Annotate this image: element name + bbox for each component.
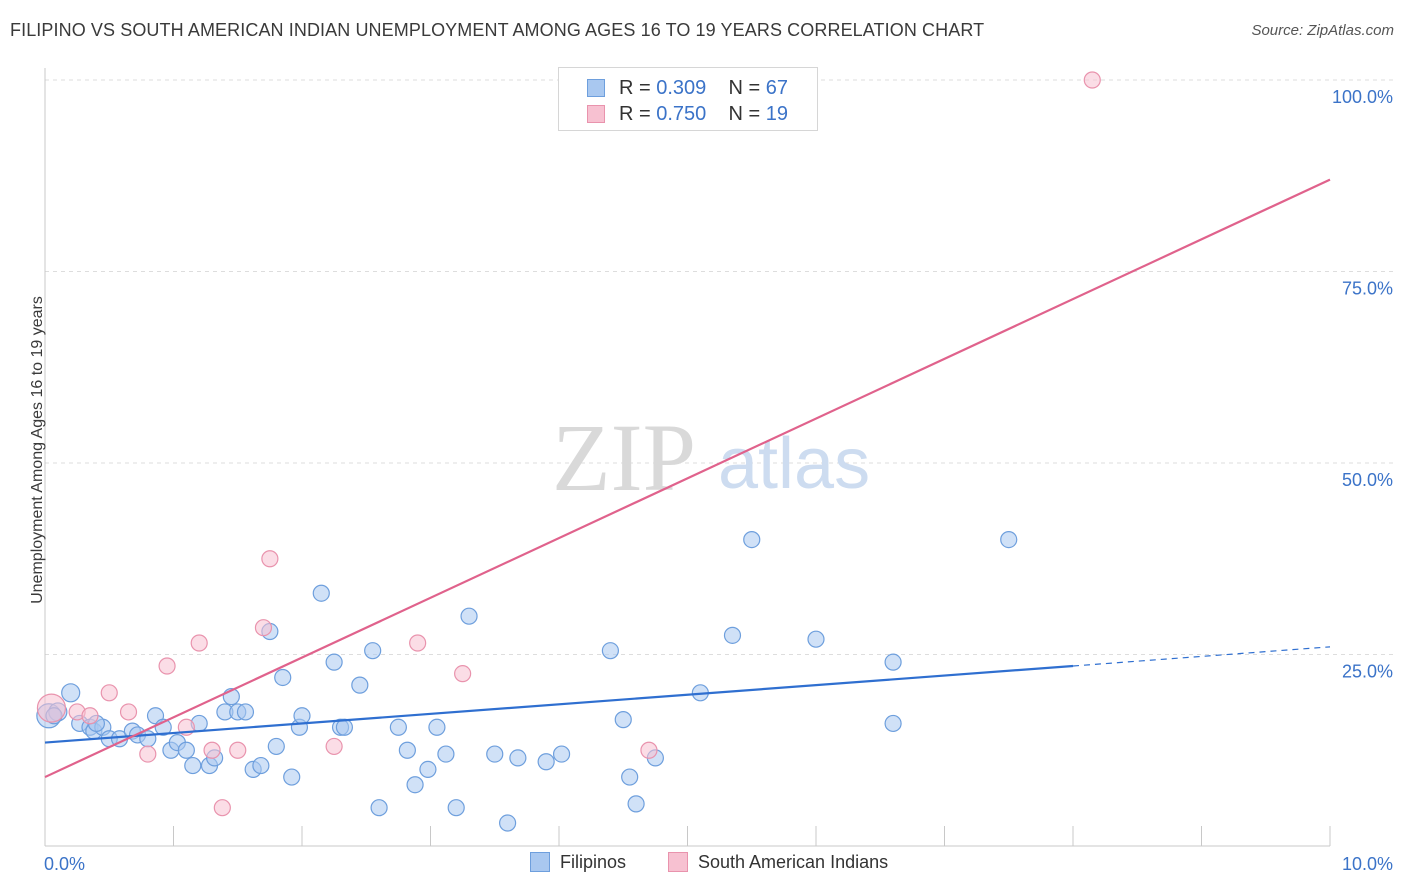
- stats-legend: R = 0.309 N = 67 R = 0.750 N = 19: [558, 67, 818, 131]
- data-point: [81, 707, 99, 725]
- data-point: [884, 653, 902, 671]
- data-point: [1083, 71, 1101, 89]
- data-point: [177, 741, 195, 759]
- bottom-legend-south-american-indians: South American Indians: [668, 852, 888, 873]
- bottom-legend-swatch-blue: [530, 852, 550, 872]
- data-point: [409, 634, 427, 652]
- data-point: [419, 760, 437, 779]
- watermark-atlas: atlas: [718, 424, 870, 504]
- data-point: [370, 799, 388, 817]
- data-point: [398, 741, 416, 759]
- data-point: [61, 683, 81, 703]
- legend-swatch-blue: [587, 79, 605, 97]
- legend-r-value: 0.750: [656, 103, 707, 125]
- bottom-legend-filipinos: Filipinos: [530, 852, 626, 873]
- data-point: [743, 530, 761, 549]
- data-point: [486, 745, 504, 763]
- data-point: [190, 634, 208, 652]
- data-point: [252, 756, 270, 775]
- bottom-legend-label-south-american-indians: South American Indians: [698, 852, 889, 872]
- data-point: [509, 749, 527, 767]
- data-point: [614, 711, 632, 729]
- data-point: [100, 684, 118, 702]
- data-point: [640, 741, 658, 759]
- trend-line-filipinos: [44, 664, 1074, 744]
- legend-swatch-pink: [587, 105, 605, 123]
- data-point: [293, 707, 311, 725]
- data-point: [36, 693, 67, 723]
- data-point: [158, 657, 176, 675]
- source-label: Source: ZipAtlas.com: [1251, 22, 1394, 39]
- data-point: [236, 703, 255, 721]
- legend-n-value: 67: [765, 77, 789, 99]
- data-point: [723, 626, 742, 644]
- data-point: [184, 756, 202, 775]
- y-tick-label: 50.0%: [1342, 470, 1393, 490]
- data-point: [552, 745, 571, 763]
- data-point: [325, 653, 343, 671]
- x-tick-label-max: 10.0%: [1342, 854, 1393, 874]
- legend-n-label: N =: [728, 77, 766, 99]
- data-point: [139, 745, 157, 763]
- grid-lines: [45, 79, 1395, 655]
- tick-labels: 25.0% 50.0% 75.0% 100.0% 0.0% 10.0%: [44, 87, 1393, 874]
- data-point: [254, 619, 273, 637]
- data-point: [213, 799, 231, 817]
- data-point: [884, 714, 902, 733]
- data-point: [312, 584, 330, 602]
- filipinos-points: [36, 530, 1018, 832]
- south-american-indians-points: [36, 71, 1101, 817]
- data-point: [627, 795, 645, 813]
- legend-r-label: R =: [619, 103, 657, 125]
- data-point: [389, 718, 407, 736]
- data-point: [283, 768, 301, 786]
- data-point: [406, 776, 424, 794]
- chart-title: FILIPINO VS SOUTH AMERICAN INDIAN UNEMPL…: [10, 20, 985, 40]
- watermark: ZIP atlas: [552, 404, 870, 511]
- data-point: [325, 737, 343, 756]
- legend-r-value: 0.309: [656, 77, 707, 99]
- y-tick-label: 25.0%: [1342, 662, 1393, 682]
- y-axis-label: Unemployment Among Ages 16 to 19 years: [29, 296, 46, 604]
- watermark-zip: ZIP: [552, 404, 696, 511]
- data-point: [437, 745, 455, 763]
- data-point: [499, 814, 517, 832]
- y-tick-label: 75.0%: [1342, 279, 1393, 299]
- bottom-legend-label-filipinos: Filipinos: [560, 852, 627, 872]
- x-tick-label-min: 0.0%: [44, 854, 85, 874]
- data-point: [229, 741, 247, 759]
- legend-n-label: N =: [728, 103, 766, 125]
- y-tick-label: 100.0%: [1332, 87, 1393, 107]
- data-point: [447, 799, 465, 817]
- legend-r-label: R =: [619, 77, 657, 99]
- data-point: [267, 737, 285, 756]
- trend-lines: [44, 178, 1331, 779]
- data-point: [807, 630, 825, 648]
- y-axis-label-wrap: Unemployment Among Ages 16 to 19 years: [10, 250, 50, 650]
- data-point: [601, 642, 620, 660]
- data-point: [537, 753, 555, 771]
- data-point: [454, 665, 472, 683]
- data-point: [119, 703, 138, 721]
- trend-line-filipinos-extension: [1072, 646, 1331, 667]
- data-point: [261, 550, 279, 568]
- bottom-legend-swatch-pink: [668, 852, 688, 872]
- trend-line-south-american-indians: [44, 178, 1331, 779]
- legend-n-value: 19: [765, 103, 789, 125]
- data-point: [203, 741, 221, 759]
- data-point: [351, 676, 369, 694]
- data-point: [364, 642, 382, 660]
- data-point: [1000, 530, 1018, 549]
- data-point: [274, 668, 292, 687]
- data-point: [428, 718, 446, 736]
- data-point: [621, 768, 639, 786]
- data-point: [460, 607, 478, 625]
- data-point: [139, 730, 157, 748]
